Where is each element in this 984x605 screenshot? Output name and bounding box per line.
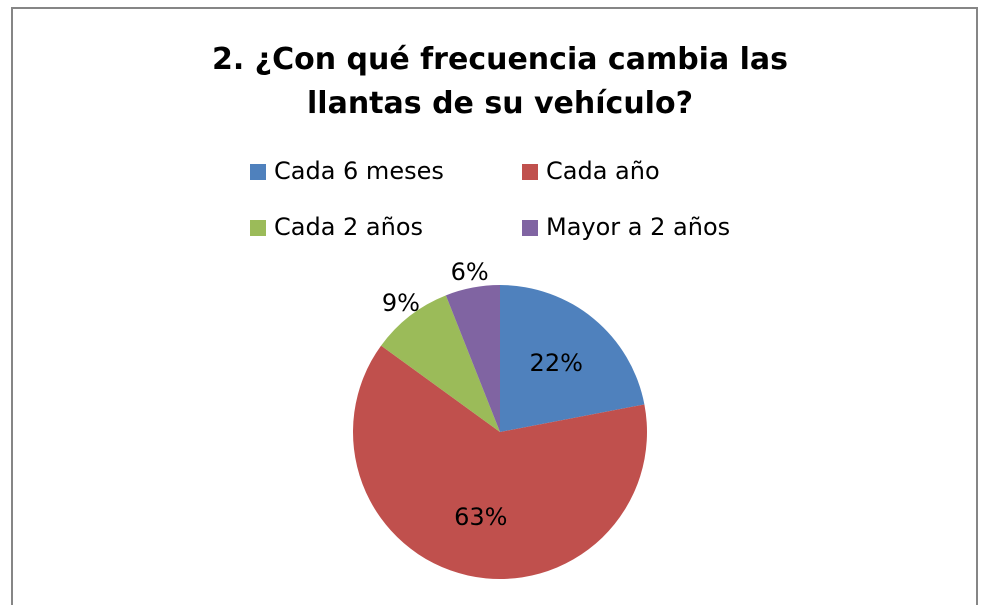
data-label: 22% bbox=[530, 349, 583, 377]
legend-label: Cada 6 meses bbox=[274, 157, 444, 185]
data-label: 9% bbox=[382, 289, 420, 317]
legend-swatch bbox=[522, 220, 538, 236]
pie-slice bbox=[445, 285, 500, 432]
legend-swatch bbox=[250, 220, 266, 236]
legend-label: Cada 2 años bbox=[274, 213, 423, 241]
chart-title: 2. ¿Con qué frecuencia cambia las llanta… bbox=[211, 42, 789, 121]
data-label: 63% bbox=[454, 503, 507, 531]
pie-slice bbox=[381, 295, 500, 432]
pie-slice bbox=[353, 345, 647, 579]
legend-swatch bbox=[522, 164, 538, 180]
chart-border bbox=[11, 7, 978, 605]
legend-label: Cada año bbox=[546, 157, 660, 185]
legend-label: Mayor a 2 años bbox=[546, 213, 730, 241]
legend-swatch bbox=[250, 164, 266, 180]
pie-slice bbox=[500, 285, 645, 432]
data-label: 6% bbox=[451, 258, 489, 286]
